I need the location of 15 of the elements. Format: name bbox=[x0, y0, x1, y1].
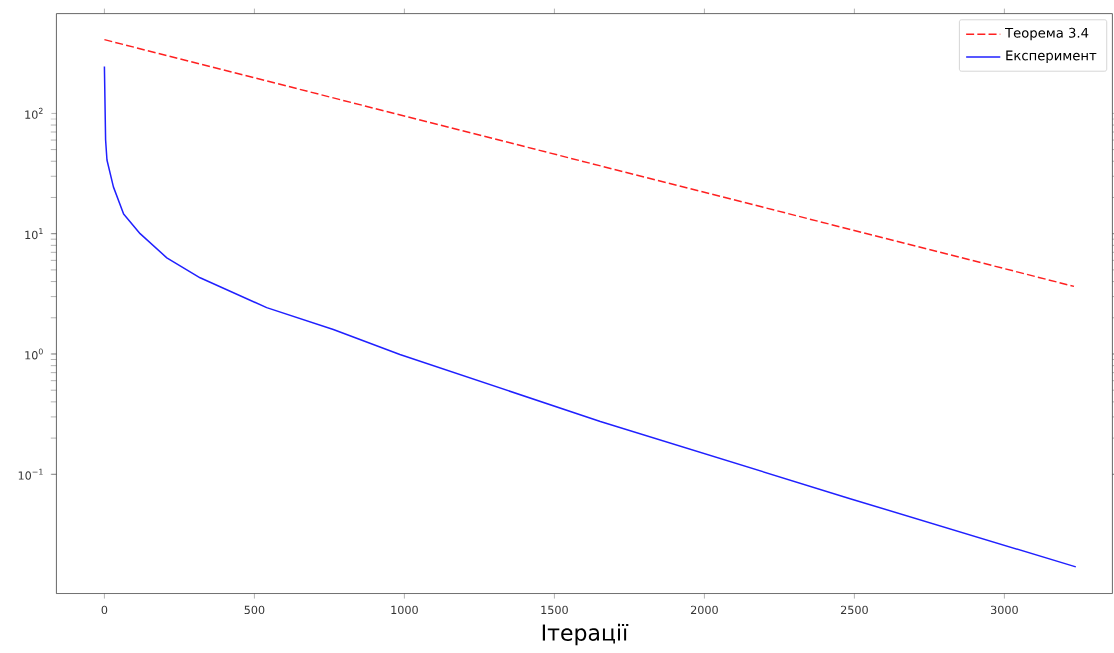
x-tick-label: 2500 bbox=[840, 605, 868, 615]
y-tick-label: 10$^{−1}$ bbox=[18, 468, 43, 480]
y-tick-label: 10$^{2}$ bbox=[25, 107, 43, 119]
x-tick-label: 500 bbox=[244, 605, 265, 615]
y-tick-label: 10$^{0}$ bbox=[25, 348, 43, 360]
x-axis-title: Ітерації bbox=[542, 623, 629, 646]
legend-label: Експеримент bbox=[1006, 50, 1097, 63]
x-tick-label: 1000 bbox=[391, 605, 418, 615]
x-tick-label: 0 bbox=[101, 605, 108, 615]
y-tick-label: 10$^{1}$ bbox=[25, 228, 43, 240]
legend-label: Теорема 3.4 bbox=[1005, 27, 1089, 41]
x-tick-label: 1500 bbox=[541, 605, 568, 615]
x-tick-label: 2000 bbox=[690, 605, 718, 615]
x-tick-label: 3000 bbox=[991, 605, 1018, 615]
line-series bbox=[103, 65, 1077, 568]
